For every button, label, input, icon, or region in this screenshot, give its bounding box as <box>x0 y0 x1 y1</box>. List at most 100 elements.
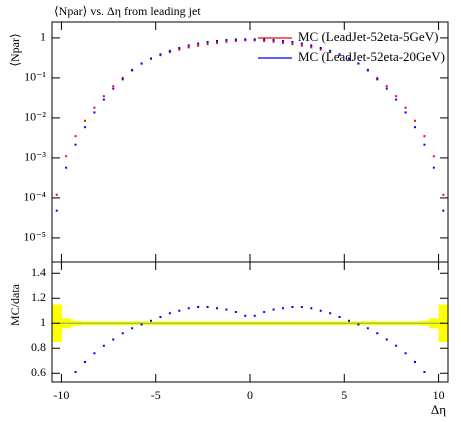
data-point <box>150 319 152 322</box>
data-point <box>197 42 200 45</box>
data-point <box>300 44 303 47</box>
data-point <box>329 49 332 52</box>
data-point <box>216 307 218 310</box>
y-tick-label: 10⁻⁴ <box>23 190 46 204</box>
data-point <box>291 43 294 46</box>
data-point <box>357 323 360 326</box>
data-point <box>310 307 313 310</box>
data-point <box>65 382 67 384</box>
data-point <box>272 40 275 43</box>
data-point <box>206 43 209 46</box>
legend-label: MC (LeadJet-52eta-5GeV) <box>298 29 438 44</box>
data-point <box>395 98 398 101</box>
data-point <box>178 48 181 51</box>
data-point <box>206 40 209 43</box>
y-tick-label: 1 <box>40 30 46 44</box>
y-tick-label: 0.8 <box>31 340 46 354</box>
data-point <box>291 40 294 43</box>
data-point <box>140 62 143 65</box>
data-point <box>319 46 322 49</box>
data-point <box>187 44 190 47</box>
data-point <box>187 46 190 49</box>
data-point <box>348 319 350 322</box>
data-point <box>55 209 58 212</box>
data-point <box>55 193 58 196</box>
data-point <box>244 39 247 42</box>
data-point <box>366 327 369 330</box>
data-point <box>178 309 181 312</box>
data-point <box>329 312 332 315</box>
data-point <box>234 39 237 42</box>
data-point <box>168 51 171 54</box>
data-point <box>385 87 388 90</box>
data-point <box>197 306 200 308</box>
data-point <box>366 69 369 72</box>
data-point <box>423 143 426 146</box>
data-point <box>376 76 379 79</box>
data-point <box>74 135 77 138</box>
data-point <box>225 40 228 43</box>
data-point <box>74 371 77 373</box>
data-point <box>272 308 275 311</box>
data-point <box>404 106 407 109</box>
data-point <box>216 41 218 44</box>
data-point <box>432 155 435 158</box>
y-tick-label: 10⁻⁵ <box>23 230 46 244</box>
data-point <box>93 352 96 355</box>
data-point <box>300 42 303 45</box>
data-point <box>263 38 266 41</box>
data-point <box>338 53 341 56</box>
data-point <box>338 316 341 318</box>
data-point <box>234 311 237 313</box>
y-tick-label: 1.2 <box>31 290 46 304</box>
y-tick-label: 1 <box>40 315 46 329</box>
data-point <box>84 119 86 122</box>
data-point <box>263 39 266 42</box>
y-axis-label: ⟨Npar⟩ <box>8 33 22 66</box>
x-tick-label: 10 <box>433 388 445 402</box>
data-point <box>112 85 115 88</box>
x-tick-label: -10 <box>53 388 69 402</box>
data-point <box>291 306 294 308</box>
data-point <box>253 314 256 317</box>
data-point <box>178 46 181 49</box>
legend-label: MC (LeadJet-52eta-20GeV) <box>298 49 445 64</box>
chart-title: ⟨Npar⟩ vs. Δη from leading jet <box>54 4 201 18</box>
x-axis-label: Δη <box>431 402 446 417</box>
data-point <box>65 166 68 169</box>
data-point <box>84 126 86 129</box>
data-point <box>423 135 426 138</box>
data-point <box>121 332 124 335</box>
data-point <box>385 338 388 341</box>
data-point <box>159 316 162 318</box>
x-tick-label: -5 <box>151 388 161 402</box>
data-point <box>102 344 105 347</box>
data-point <box>414 119 416 122</box>
y-tick-label: 0.6 <box>31 365 46 379</box>
data-point <box>121 78 124 81</box>
ratio-plot <box>52 304 448 384</box>
x-tick-label: 5 <box>341 388 347 402</box>
data-point <box>244 314 247 317</box>
data-point <box>65 155 68 158</box>
data-point <box>376 78 379 81</box>
data-point <box>253 39 256 42</box>
data-point <box>102 98 105 101</box>
data-point <box>300 306 303 308</box>
data-point <box>404 111 407 114</box>
data-point <box>414 126 416 129</box>
data-point <box>121 76 124 79</box>
data-point <box>112 338 115 341</box>
data-point <box>282 307 284 310</box>
data-point <box>432 166 435 169</box>
data-point <box>234 38 237 41</box>
data-point <box>310 46 313 49</box>
data-point <box>197 44 200 47</box>
data-point <box>433 382 435 384</box>
top-plot <box>55 38 445 212</box>
data-point <box>150 57 152 60</box>
y-axis-label: MC/data <box>8 283 22 326</box>
data-point <box>357 62 360 65</box>
data-point <box>93 106 96 109</box>
